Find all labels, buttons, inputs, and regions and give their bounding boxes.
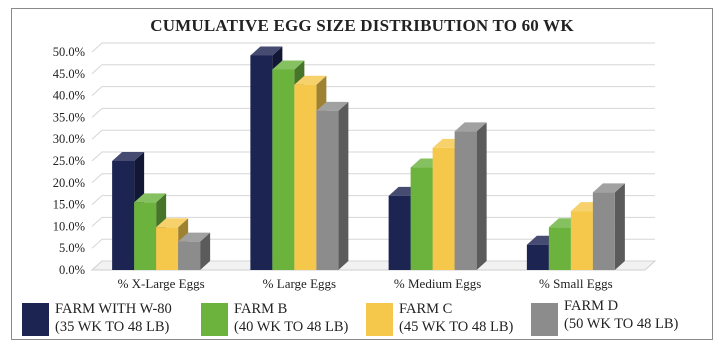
bar	[250, 55, 273, 270]
y-tick-label: 25.0%	[53, 154, 85, 168]
bar-side	[200, 232, 211, 270]
bar-top	[156, 218, 189, 228]
bar	[134, 202, 157, 270]
bar	[272, 69, 295, 270]
bar	[592, 192, 615, 270]
bar	[156, 227, 179, 270]
bar	[178, 241, 201, 270]
gridline	[91, 64, 655, 75]
x-tick-label: % Large Eggs	[263, 276, 336, 291]
bar-side	[614, 183, 625, 270]
y-tick-label: 15.0%	[53, 198, 85, 212]
gridline	[91, 42, 655, 53]
gridline	[91, 107, 655, 118]
gridline	[91, 195, 655, 205]
bar-top	[178, 232, 211, 242]
bar-side	[338, 101, 349, 270]
bar-side	[476, 122, 487, 271]
bar	[526, 244, 549, 270]
y-tick-label: 10.0%	[53, 219, 85, 233]
bar	[548, 227, 571, 270]
gridline	[91, 129, 655, 140]
bar	[454, 131, 477, 270]
y-tick-label: 5.0%	[59, 241, 85, 255]
bar-top	[294, 75, 327, 85]
bar	[432, 147, 455, 270]
gridline	[91, 151, 655, 162]
bar-top	[112, 152, 145, 161]
y-tick-label: 40.0%	[53, 89, 85, 103]
x-tick-label: % Medium Eggs	[394, 276, 481, 291]
bar	[570, 211, 593, 270]
y-tick-label: 35.0%	[53, 110, 85, 124]
x-tick-label: % X-Large Eggs	[118, 276, 205, 291]
x-tick-label: % Small Eggs	[539, 276, 613, 291]
bar	[410, 167, 433, 270]
y-tick-label: 20.0%	[53, 176, 85, 190]
bar	[388, 195, 411, 270]
gridline	[91, 173, 655, 184]
y-tick-label: 30.0%	[53, 132, 85, 146]
bar-top	[250, 46, 283, 56]
bar	[112, 161, 135, 270]
y-tick-label: 0.0%	[59, 263, 85, 277]
bar	[316, 110, 339, 270]
y-tick-label: 50.0%	[53, 45, 85, 59]
bar-top	[454, 122, 487, 132]
gridline	[91, 86, 655, 96]
bar-top	[272, 60, 305, 70]
bar-top	[134, 193, 167, 203]
chart-title: CUMULATIVE EGG SIZE DISTRIBUTION TO 60 W…	[150, 16, 574, 35]
y-tick-label: 45.0%	[53, 67, 85, 81]
bar-top	[592, 183, 625, 193]
bar	[294, 84, 317, 270]
bar-top	[316, 101, 349, 111]
